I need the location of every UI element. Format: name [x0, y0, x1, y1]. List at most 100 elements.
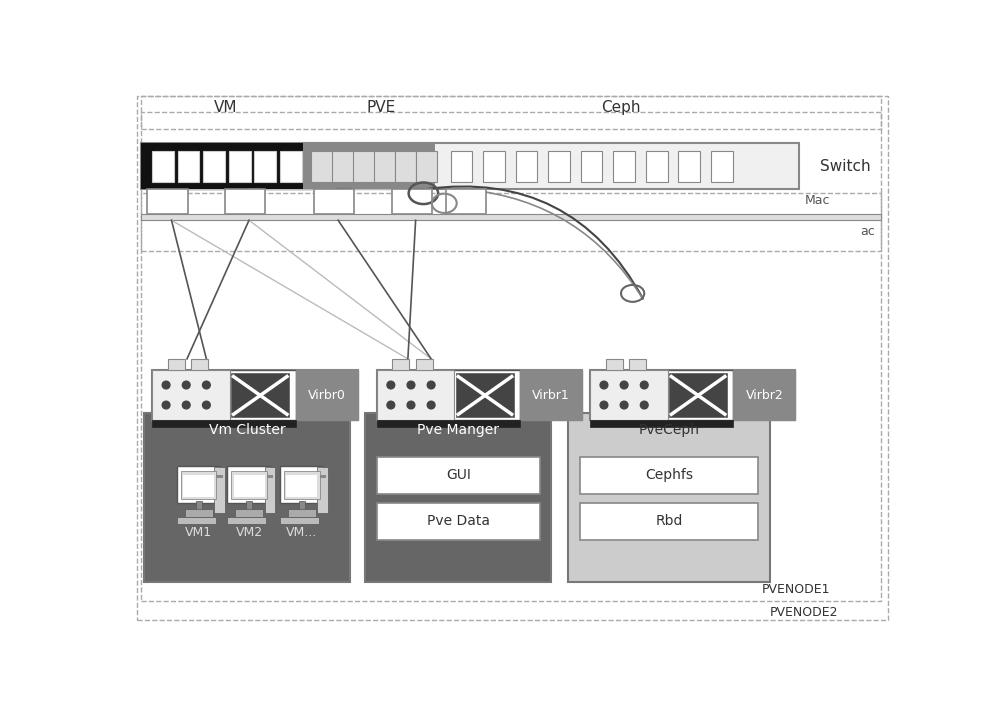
Bar	[196, 501, 202, 510]
Bar	[140, 96, 881, 129]
Bar	[214, 467, 225, 513]
Bar	[580, 503, 758, 540]
Bar	[353, 151, 375, 181]
Bar	[669, 373, 727, 417]
Bar	[299, 501, 305, 510]
Bar	[590, 421, 733, 426]
Text: Virbr0: Virbr0	[308, 389, 345, 402]
Bar	[392, 359, 409, 371]
Circle shape	[640, 381, 648, 389]
Bar	[185, 509, 213, 517]
Bar	[606, 359, 623, 371]
Text: GUI: GUI	[446, 468, 471, 482]
Bar	[286, 475, 317, 496]
Bar	[317, 467, 328, 513]
Bar	[590, 371, 733, 421]
Circle shape	[600, 401, 608, 409]
Bar	[140, 193, 881, 251]
Bar	[377, 371, 582, 421]
Bar	[456, 373, 514, 417]
Text: VM: VM	[214, 100, 238, 115]
Circle shape	[387, 381, 395, 389]
Bar	[152, 371, 358, 421]
Bar	[590, 371, 668, 421]
Bar	[183, 475, 214, 496]
Bar	[177, 517, 216, 525]
FancyArrowPatch shape	[469, 190, 643, 299]
Bar	[152, 371, 296, 421]
Bar	[231, 373, 289, 417]
Bar	[147, 189, 188, 214]
Bar	[229, 151, 251, 181]
Bar	[216, 475, 223, 478]
Bar	[140, 214, 881, 220]
Bar	[280, 151, 302, 181]
Bar	[629, 359, 646, 371]
Circle shape	[182, 381, 190, 389]
Circle shape	[407, 381, 415, 389]
Bar	[181, 472, 216, 499]
Bar	[140, 112, 881, 602]
Bar	[548, 151, 570, 181]
Bar	[711, 151, 733, 181]
Bar	[225, 189, 265, 214]
Text: PVENODE1: PVENODE1	[762, 583, 830, 597]
Bar	[395, 151, 416, 181]
Bar	[311, 151, 333, 181]
Bar	[227, 517, 266, 525]
Bar	[264, 467, 275, 513]
Circle shape	[620, 401, 628, 409]
Bar	[303, 143, 435, 189]
Bar	[520, 371, 582, 421]
Text: Rbd: Rbd	[655, 514, 683, 528]
Bar	[516, 151, 537, 181]
Text: Virbr2: Virbr2	[746, 389, 783, 402]
Bar	[177, 466, 220, 503]
Bar	[267, 475, 273, 478]
Bar	[178, 151, 199, 181]
Bar	[320, 475, 326, 478]
Bar	[733, 371, 795, 421]
Bar	[144, 413, 350, 582]
Bar	[152, 371, 230, 421]
Bar	[254, 151, 276, 181]
Circle shape	[427, 401, 435, 409]
Bar	[646, 151, 668, 181]
FancyArrowPatch shape	[426, 186, 643, 299]
Bar	[450, 151, 472, 181]
Bar	[416, 359, 433, 371]
Bar	[234, 475, 264, 496]
Bar	[392, 189, 432, 214]
Circle shape	[387, 401, 395, 409]
Bar	[284, 472, 320, 499]
Bar	[613, 151, 635, 181]
Text: VM1: VM1	[185, 525, 212, 539]
Text: Pve Data: Pve Data	[427, 514, 490, 528]
Bar	[332, 151, 354, 181]
Bar	[446, 189, 486, 214]
Bar	[377, 371, 454, 421]
Bar	[246, 501, 252, 510]
Bar	[191, 359, 208, 371]
Bar	[377, 503, 540, 540]
Bar	[365, 413, 551, 582]
Circle shape	[182, 401, 190, 409]
Circle shape	[427, 381, 435, 389]
Text: VM2: VM2	[235, 525, 263, 539]
Bar	[314, 189, 354, 214]
Bar	[203, 151, 225, 181]
Text: Mac: Mac	[805, 194, 830, 208]
Bar	[374, 151, 395, 181]
Bar	[280, 517, 319, 525]
Bar	[140, 143, 799, 189]
Bar	[377, 371, 520, 421]
Circle shape	[640, 401, 648, 409]
Bar	[568, 413, 770, 582]
Circle shape	[162, 401, 170, 409]
Bar	[590, 371, 795, 421]
Bar	[377, 421, 520, 426]
Text: Pve Manger: Pve Manger	[417, 423, 499, 437]
Bar	[288, 509, 316, 517]
Circle shape	[202, 381, 210, 389]
Text: Switch: Switch	[820, 159, 871, 174]
